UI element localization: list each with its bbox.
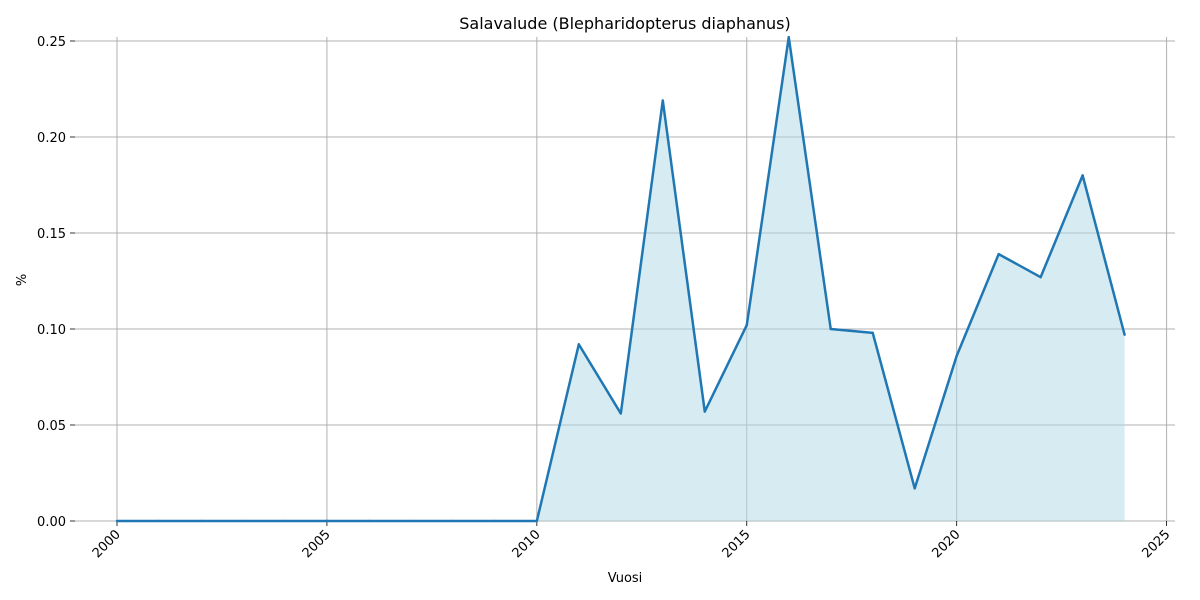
data-point <box>745 323 748 327</box>
data-point <box>325 519 329 523</box>
data-point <box>1123 333 1126 336</box>
data-point <box>535 519 539 523</box>
data-point <box>997 252 1000 256</box>
data-point <box>115 519 119 523</box>
data-point <box>703 410 706 413</box>
y-tick-label: 0.20 <box>37 131 66 146</box>
data-point <box>1081 174 1084 177</box>
x-axis-label: Vuosi <box>608 571 643 586</box>
y-tick-label: 0.05 <box>37 419 66 434</box>
data-point <box>871 331 874 335</box>
series-line-layer <box>115 35 1126 523</box>
x-tick-label: 2020 <box>930 527 964 561</box>
data-point <box>451 519 455 523</box>
x-tick-label: 2025 <box>1139 527 1173 561</box>
x-tick-label: 2015 <box>720 527 754 561</box>
data-point <box>913 487 916 490</box>
y-tick-label: 0.25 <box>37 35 66 50</box>
data-point <box>1039 275 1042 279</box>
x-tick-label: 2010 <box>510 527 544 561</box>
series-area <box>116 37 1125 521</box>
data-point <box>283 519 287 523</box>
data-point <box>829 327 832 331</box>
data-point <box>199 519 203 523</box>
data-point <box>619 412 623 415</box>
data-point <box>955 354 958 358</box>
data-point <box>493 519 497 523</box>
area-fill-layer <box>116 37 1125 521</box>
data-point <box>787 35 790 39</box>
data-point <box>577 343 581 346</box>
x-tick-label: 2000 <box>90 527 124 561</box>
y-tick-label: 0.00 <box>37 515 66 530</box>
grid-lines <box>70 37 1175 526</box>
y-axis-label: % <box>15 274 30 286</box>
data-point <box>661 99 664 102</box>
x-tick-label: 2005 <box>300 527 334 561</box>
y-tick-label: 0.10 <box>37 323 66 338</box>
data-point <box>157 519 161 523</box>
y-tick-label: 0.15 <box>37 227 66 242</box>
data-point <box>241 519 245 523</box>
data-point <box>409 519 413 523</box>
chart-title: Salavalude (Blepharidopterus diaphanus) <box>459 14 791 33</box>
data-point <box>367 519 371 523</box>
